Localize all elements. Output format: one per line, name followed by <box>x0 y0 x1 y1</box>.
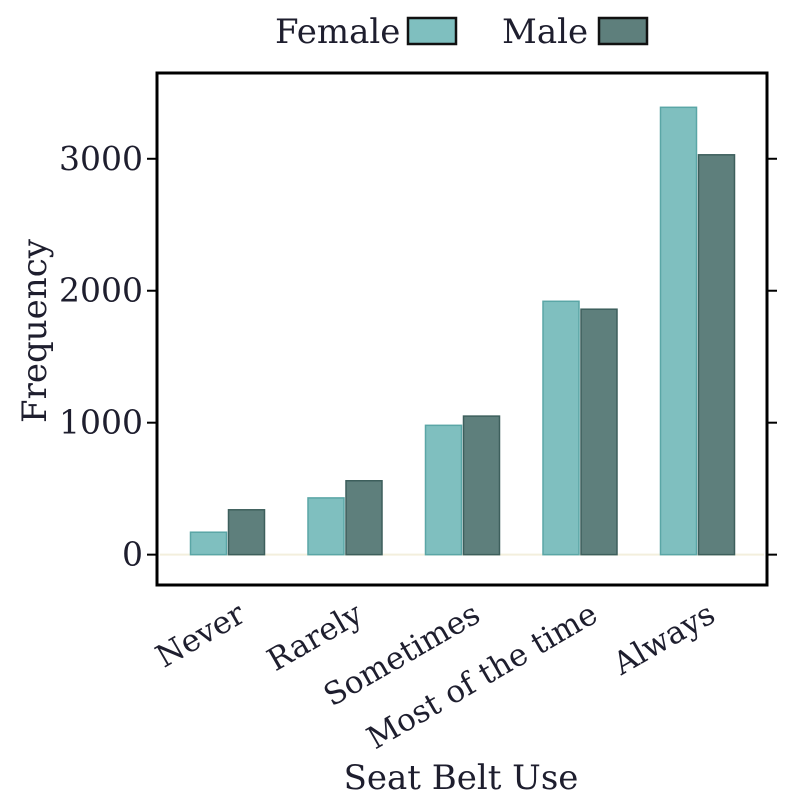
bar-female-sometimes <box>424 424 463 556</box>
legend-label-male: Male <box>502 12 588 52</box>
bar-female-never <box>189 531 228 556</box>
legend: Female Male <box>275 12 649 52</box>
y-tick-label: 1000 <box>59 403 143 442</box>
bar-male-always <box>697 154 736 556</box>
bar-male-never <box>227 509 266 556</box>
bar-female-rarely <box>307 497 345 556</box>
legend-label-female: Female <box>275 12 400 52</box>
bar-male-rarely <box>345 480 383 556</box>
bars-group <box>189 106 736 556</box>
y-tick-label: 2000 <box>59 271 143 310</box>
plot-area <box>155 71 769 587</box>
bar-male-sometimes <box>462 415 501 556</box>
legend-swatch-male <box>597 16 649 46</box>
y-axis: 0 1000 2000 3000 <box>59 139 777 574</box>
bar-female-most-of-the-time <box>542 300 580 556</box>
y-axis-title: Frequency <box>15 238 55 423</box>
legend-swatch-female <box>406 16 458 46</box>
bar-female-always <box>659 106 698 556</box>
y-tick-label: 0 <box>122 535 143 574</box>
x-tick-label: Always <box>606 596 721 683</box>
y-tick-label: 3000 <box>59 139 143 178</box>
bar-male-most-of-the-time <box>580 308 618 556</box>
x-tick-label: Never <box>150 596 251 675</box>
x-axis-title: Seat Belt Use <box>344 758 579 798</box>
